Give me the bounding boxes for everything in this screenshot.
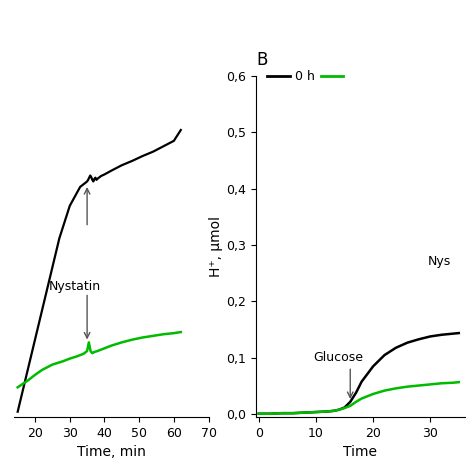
Text: Nys: Nys	[428, 255, 451, 268]
Text: B: B	[256, 51, 267, 69]
Legend: 0 h, : 0 h,	[262, 65, 353, 88]
Text: Nystatin: Nystatin	[49, 280, 101, 293]
X-axis label: Time, min: Time, min	[77, 446, 146, 459]
Y-axis label: H⁺, μmol: H⁺, μmol	[210, 216, 223, 277]
Text: Glucose: Glucose	[313, 351, 363, 364]
X-axis label: Time: Time	[343, 446, 377, 459]
